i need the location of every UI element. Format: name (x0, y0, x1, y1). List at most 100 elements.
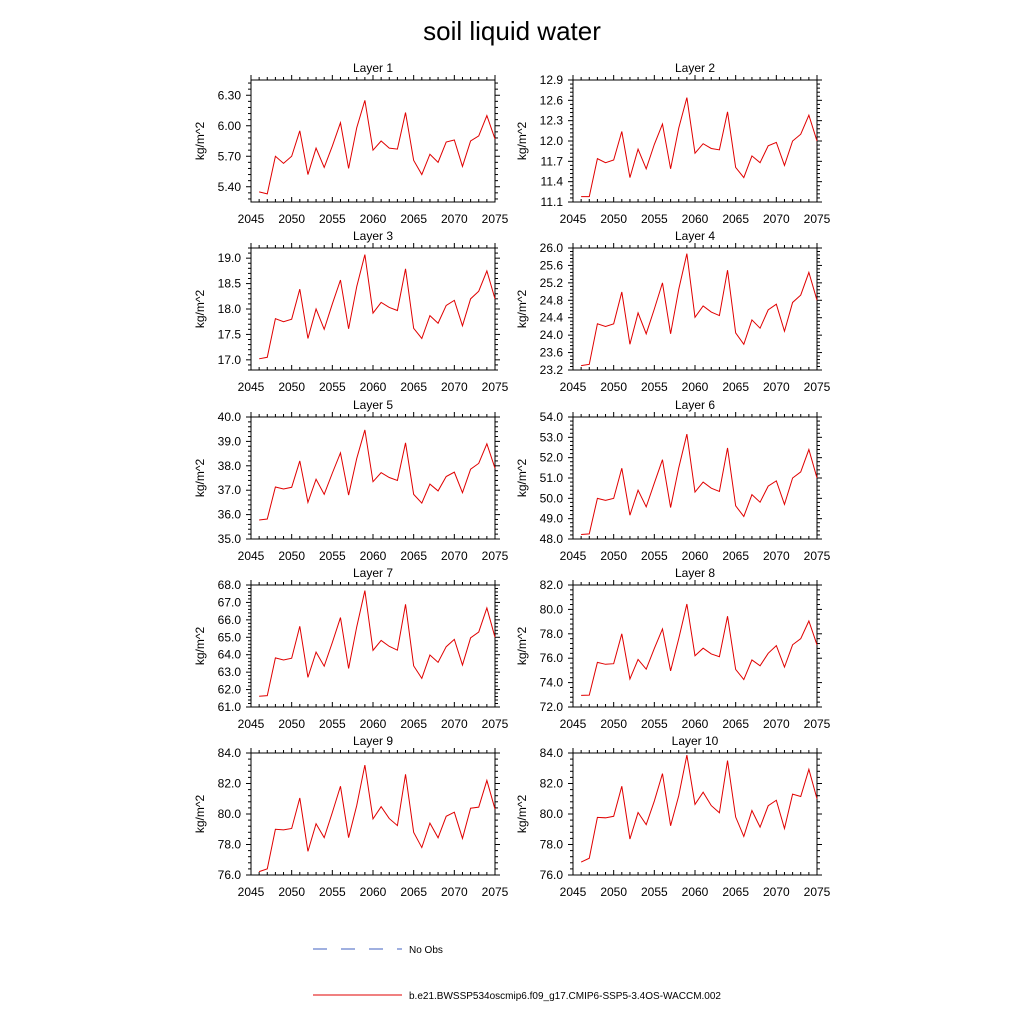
legend-model-label: b.e21.BWSSP534oscmip6.f09_g17.CMIP6-SSP5… (409, 991, 721, 1002)
y-tick-label: 64.0 (218, 648, 242, 662)
y-tick-label: 63.0 (218, 665, 242, 679)
y-tick-label: 36.0 (218, 508, 242, 522)
panel-layer-4: Layer 4 kg/m^2 2045 2050 2055 2060 2065 2070 207… (515, 229, 831, 394)
x-tick-label: 2075 (804, 549, 831, 563)
y-axis-label: kg/m^2 (193, 290, 207, 329)
panel-title: Layer 8 (675, 566, 715, 580)
panel-title: Layer 6 (675, 398, 715, 412)
y-axis-label: kg/m^2 (193, 122, 207, 161)
x-tick-label: 2075 (482, 549, 509, 563)
y-tick-label: 74.0 (540, 676, 564, 690)
x-tick-label: 2050 (278, 380, 305, 394)
plot-frame (572, 79, 818, 203)
y-tick-label: 66.0 (218, 613, 242, 627)
y-tick-label: 19.0 (218, 251, 242, 265)
y-axis-label: kg/m^2 (193, 795, 207, 834)
panel-layer-3: Layer 3 kg/m^2 2045 2050 2055 2060 2065 2070 207… (193, 229, 509, 394)
x-tick-label: 2060 (360, 717, 387, 731)
y-tick-label: 12.9 (540, 73, 564, 87)
y-tick-label: 78.0 (218, 838, 242, 852)
y-tick-label: 78.0 (540, 838, 564, 852)
series-line (259, 429, 496, 521)
y-tick-label: 84.0 (218, 746, 242, 760)
panel-title: Layer 7 (353, 566, 393, 580)
series-line (581, 97, 818, 198)
series-line (259, 100, 496, 195)
plot-frame (250, 79, 496, 203)
series-line (259, 590, 496, 697)
x-tick-label: 2050 (600, 717, 627, 731)
y-axis-label: kg/m^2 (515, 122, 529, 161)
x-tick-label: 2065 (722, 212, 749, 226)
x-tick-label: 2055 (319, 717, 346, 731)
panel-layer-9: Layer 9 kg/m^2 2045 2050 2055 2060 2065 2070 207… (193, 734, 509, 899)
x-tick-label: 2075 (804, 885, 831, 899)
x-tick-label: 2065 (400, 212, 427, 226)
y-tick-label: 82.0 (540, 578, 564, 592)
x-tick-label: 2055 (319, 885, 346, 899)
x-tick-label: 2060 (682, 212, 709, 226)
y-tick-label: 35.0 (218, 532, 242, 546)
series-line (259, 254, 496, 360)
y-tick-label: 68.0 (218, 578, 242, 592)
x-tick-label: 2055 (641, 380, 668, 394)
y-tick-label: 5.40 (218, 180, 242, 194)
y-tick-label: 67.0 (218, 595, 242, 609)
y-tick-label: 72.0 (540, 700, 564, 714)
x-tick-label: 2060 (360, 885, 387, 899)
x-tick-label: 2060 (682, 717, 709, 731)
y-tick-label: 17.5 (218, 327, 242, 341)
x-tick-label: 2060 (360, 380, 387, 394)
y-tick-label: 39.0 (218, 434, 242, 448)
plot-frame (250, 416, 496, 540)
y-tick-label: 37.0 (218, 483, 242, 497)
series-line (258, 764, 496, 873)
y-tick-label: 40.0 (218, 410, 242, 424)
plot-frame (250, 752, 496, 876)
x-tick-label: 2070 (441, 717, 468, 731)
y-tick-label: 5.70 (218, 149, 242, 163)
x-tick-label: 2070 (441, 885, 468, 899)
series-line (580, 755, 818, 863)
series-line (581, 603, 818, 696)
panel-layer-5: Layer 5 kg/m^2 2045 2050 2055 2060 2065 2070 207… (193, 398, 509, 563)
y-tick-label: 6.00 (218, 119, 242, 133)
x-tick-label: 2050 (278, 885, 305, 899)
x-tick-label: 2075 (804, 717, 831, 731)
y-tick-label: 6.30 (218, 88, 242, 102)
panel-title: Layer 1 (353, 61, 393, 75)
x-tick-label: 2070 (441, 549, 468, 563)
panel-title: Layer 3 (353, 229, 393, 243)
panel-title: Layer 9 (353, 734, 393, 748)
panel-title: Layer 10 (672, 734, 719, 748)
x-tick-label: 2060 (360, 549, 387, 563)
x-tick-label: 2050 (278, 212, 305, 226)
panel-title: Layer 4 (675, 229, 715, 243)
x-tick-label: 2065 (400, 380, 427, 394)
x-tick-label: 2075 (804, 380, 831, 394)
x-tick-label: 2065 (400, 717, 427, 731)
y-tick-label: 23.6 (540, 346, 564, 360)
x-tick-label: 2060 (682, 380, 709, 394)
x-tick-label: 2045 (560, 212, 587, 226)
x-tick-label: 2055 (641, 549, 668, 563)
y-tick-label: 48.0 (540, 532, 564, 546)
panel-title: Layer 2 (675, 61, 715, 75)
panel-title: Layer 5 (353, 398, 393, 412)
x-tick-label: 2050 (600, 885, 627, 899)
y-tick-label: 24.0 (540, 328, 564, 342)
y-tick-label: 23.2 (540, 363, 564, 377)
x-tick-label: 2050 (600, 380, 627, 394)
panel-layer-6: Layer 6 kg/m^2 2045 2050 2055 2060 2065 2070 207… (515, 398, 831, 563)
x-tick-label: 2045 (238, 885, 265, 899)
y-tick-label: 52.0 (540, 451, 564, 465)
series-line (581, 253, 818, 367)
y-tick-label: 11.4 (541, 175, 564, 189)
x-tick-label: 2060 (682, 885, 709, 899)
x-tick-label: 2060 (682, 549, 709, 563)
y-tick-label: 49.0 (540, 512, 564, 526)
y-tick-label: 82.0 (540, 777, 564, 791)
y-tick-label: 80.0 (540, 807, 564, 821)
panel-layer-1: Layer 1 kg/m^2 2045 2050 2055 2060 2065 2070 207… (193, 61, 509, 226)
x-tick-label: 2065 (722, 717, 749, 731)
